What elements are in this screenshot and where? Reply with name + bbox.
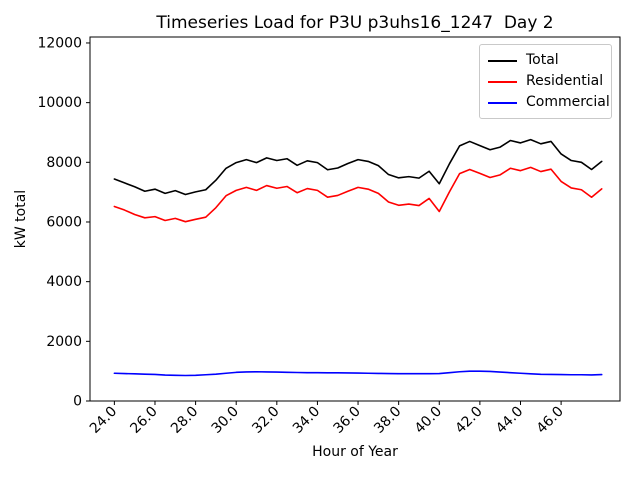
legend-label: Total — [526, 52, 559, 68]
y-tick-label: 4000 — [46, 274, 82, 290]
legend-line-swatch — [488, 80, 517, 83]
legend-item-total: Total — [488, 50, 603, 71]
legend-label: Commercial — [526, 94, 610, 110]
y-tick-label: 12000 — [37, 35, 82, 51]
commercial-line — [113, 370, 603, 377]
x-axis-ticks: 24.0 26.0 28.0 30.0 32.0 34.0 36.0 38.0 40.0 42.0… — [87, 401, 567, 437]
x-tick-label: 44.0 — [493, 404, 526, 437]
y-tick-label: 2000 — [46, 334, 82, 350]
plot-frame — [89, 36, 621, 402]
x-tick-label: 24.0 — [87, 404, 120, 437]
x-tick-label: 34.0 — [290, 404, 323, 437]
total-line — [113, 138, 603, 196]
x-tick-label: 46.0 — [534, 404, 567, 437]
legend-line-swatch — [488, 101, 517, 104]
legend-item-residential: Residential — [488, 71, 603, 92]
x-tick-label: 30.0 — [209, 404, 242, 437]
legend-line-swatch — [488, 59, 517, 62]
x-tick-label: 28.0 — [168, 404, 201, 437]
legend: Total Residential Commercial — [479, 44, 612, 119]
chart-title: Timeseries Load for P3U p3uhs16_1247 Day… — [156, 13, 554, 33]
x-tick-label: 40.0 — [412, 404, 445, 437]
y-axis-label: kW total — [13, 189, 29, 249]
x-tick-label: 32.0 — [249, 404, 282, 437]
x-tick-label: 38.0 — [371, 404, 404, 437]
y-tick-label: 10000 — [37, 95, 82, 111]
y-tick-label: 6000 — [46, 214, 82, 230]
x-tick-label: 26.0 — [127, 404, 160, 437]
x-axis-label: Hour of Year — [312, 444, 398, 460]
legend-label: Residential — [526, 73, 604, 89]
residential-line — [113, 166, 603, 223]
legend-item-commercial: Commercial — [488, 92, 610, 113]
x-tick-label: 36.0 — [331, 404, 364, 437]
y-tick-label: 8000 — [46, 155, 82, 171]
x-tick-label: 42.0 — [452, 404, 485, 437]
y-axis-ticks: 0 2000 4000 6000 8000 10000 12000 — [37, 35, 90, 410]
y-tick-label: 0 — [73, 394, 82, 410]
